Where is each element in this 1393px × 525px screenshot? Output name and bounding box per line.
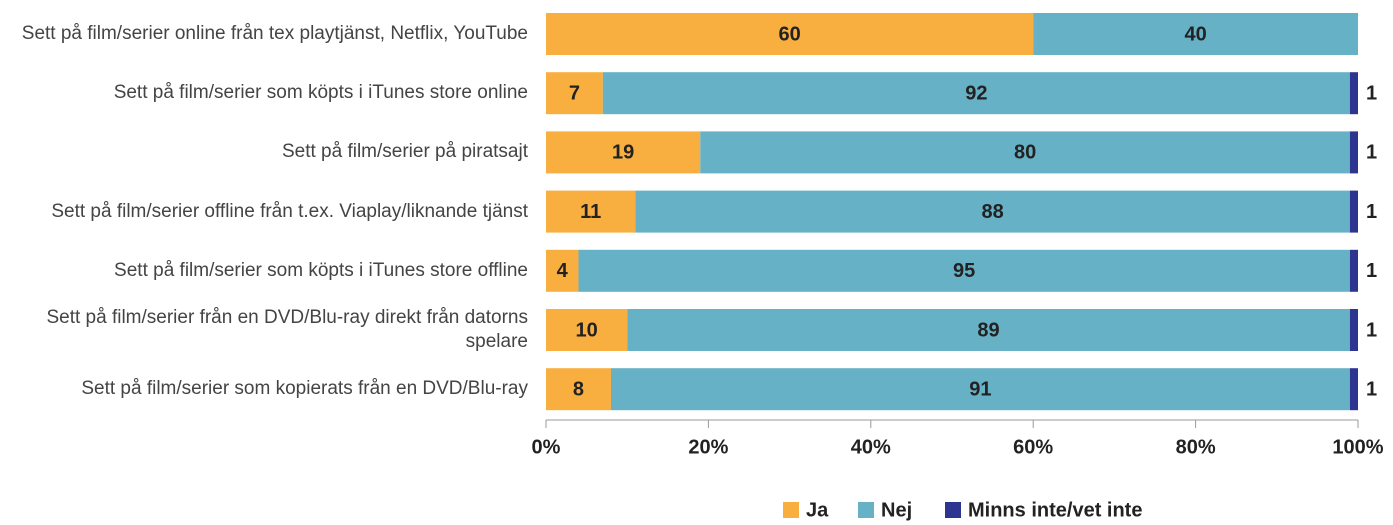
bar-segment [1349, 368, 1358, 411]
data-label: 8 [573, 378, 584, 400]
category-label: Sett på film/serier som kopierats från e… [81, 378, 528, 400]
category-label: Sett på film/serier på piratsajt [281, 141, 528, 163]
bar-segment [546, 13, 1034, 55]
bar-segment [1349, 309, 1358, 351]
data-label: 19 [612, 142, 634, 164]
bar-segment [635, 190, 1350, 233]
x-tick-label: 60% [1013, 436, 1053, 458]
bar-segment [602, 72, 1350, 115]
category-label: Sett på film/serier offline från t.ex. V… [51, 200, 528, 222]
category-label: Sett på film/serier online från tex play… [21, 23, 528, 44]
bar-segment [627, 309, 1350, 351]
data-label: 1 [1366, 82, 1377, 104]
data-label: 11 [580, 201, 601, 223]
bar-segment [546, 190, 636, 233]
data-label: 91 [969, 378, 991, 400]
data-label: 80 [1014, 142, 1036, 164]
category-label: Sett på film/serier från en DVD/Blu-ray … [46, 307, 528, 352]
bar-segment [578, 249, 1350, 292]
legend-label: Ja [806, 499, 829, 521]
legend-swatch [858, 502, 874, 518]
bar-segment [546, 249, 579, 292]
category-label: Sett på film/serier som köpts i iTunes s… [114, 259, 528, 281]
bar-segment [546, 368, 611, 411]
data-label: 7 [569, 82, 580, 104]
data-label: 1 [1366, 201, 1377, 223]
legend-label: Nej [881, 499, 912, 521]
data-label: 1 [1366, 142, 1377, 164]
data-label: 1 [1366, 378, 1377, 400]
bar-segment [546, 131, 701, 174]
x-tick-label: 0% [532, 436, 561, 458]
data-label: 95 [953, 260, 975, 282]
legend-swatch [783, 502, 799, 518]
data-label: 89 [977, 319, 999, 341]
x-tick-label: 20% [688, 436, 728, 458]
data-label: 1 [1366, 319, 1377, 341]
bar-segment [1349, 249, 1358, 292]
bar-segment [546, 72, 603, 115]
category-label: Sett på film/serier som köpts i iTunes s… [113, 82, 528, 104]
legend-label: Minns inte/vet inte [968, 499, 1142, 521]
legend-swatch [945, 502, 961, 518]
x-tick-label: 40% [851, 436, 891, 458]
data-label: 92 [965, 82, 987, 104]
bar-segment [546, 309, 628, 351]
bar-segment [1349, 131, 1358, 174]
data-label: 1 [1366, 260, 1377, 282]
data-label: 40 [1184, 23, 1206, 45]
bar-segment [610, 368, 1350, 411]
bar-segment [1349, 72, 1358, 115]
data-label: 10 [575, 319, 597, 341]
data-label: 88 [981, 201, 1003, 223]
x-tick-label: 80% [1176, 436, 1216, 458]
bar-segment [1349, 190, 1358, 233]
bar-segment [1033, 13, 1358, 55]
data-label: 60 [778, 23, 800, 45]
bar-segment [700, 131, 1350, 174]
data-label: 4 [557, 260, 569, 282]
x-tick-label: 100% [1332, 436, 1383, 458]
